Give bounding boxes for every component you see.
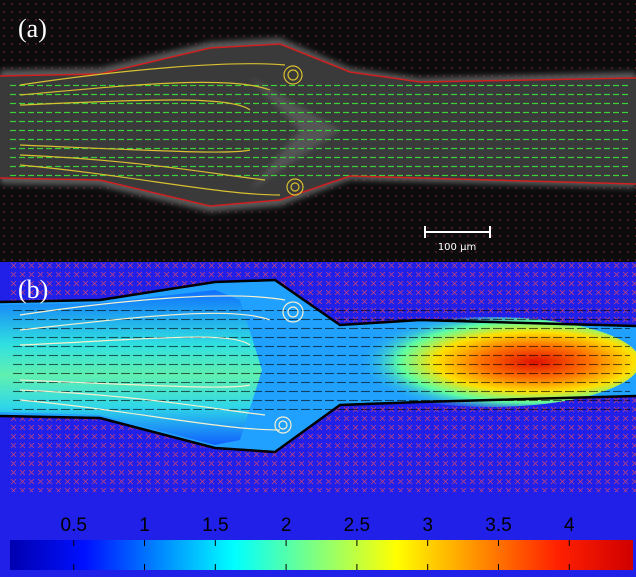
colorbar-tick-label: 0.5 (61, 515, 87, 536)
panel-label: (b) (18, 275, 48, 304)
colorbar-tick-label: 1 (139, 515, 150, 536)
scale-bar-label: 100 μm (438, 242, 476, 253)
colorbar-tick-label: 2 (281, 515, 292, 536)
colorbar-tick-label: 3 (422, 515, 433, 536)
panel-a: (a) 100 μm (0, 0, 636, 262)
figure: (a) 100 μm (b) 0.5 1 1.5 2 2.5 3 3.5 4 (0, 0, 636, 577)
panel-b: (b) 0.5 1 1.5 2 2.5 3 3.5 4 (0, 262, 636, 577)
colorbar-tick-label: 1.5 (202, 515, 228, 536)
colorbar-tick-label: 4 (564, 515, 575, 536)
panel-label: (a) (18, 14, 47, 43)
colorbar-tick-label: 3.5 (485, 515, 511, 536)
colorbar (10, 540, 633, 570)
colorbar-tick-label: 2.5 (344, 515, 370, 536)
